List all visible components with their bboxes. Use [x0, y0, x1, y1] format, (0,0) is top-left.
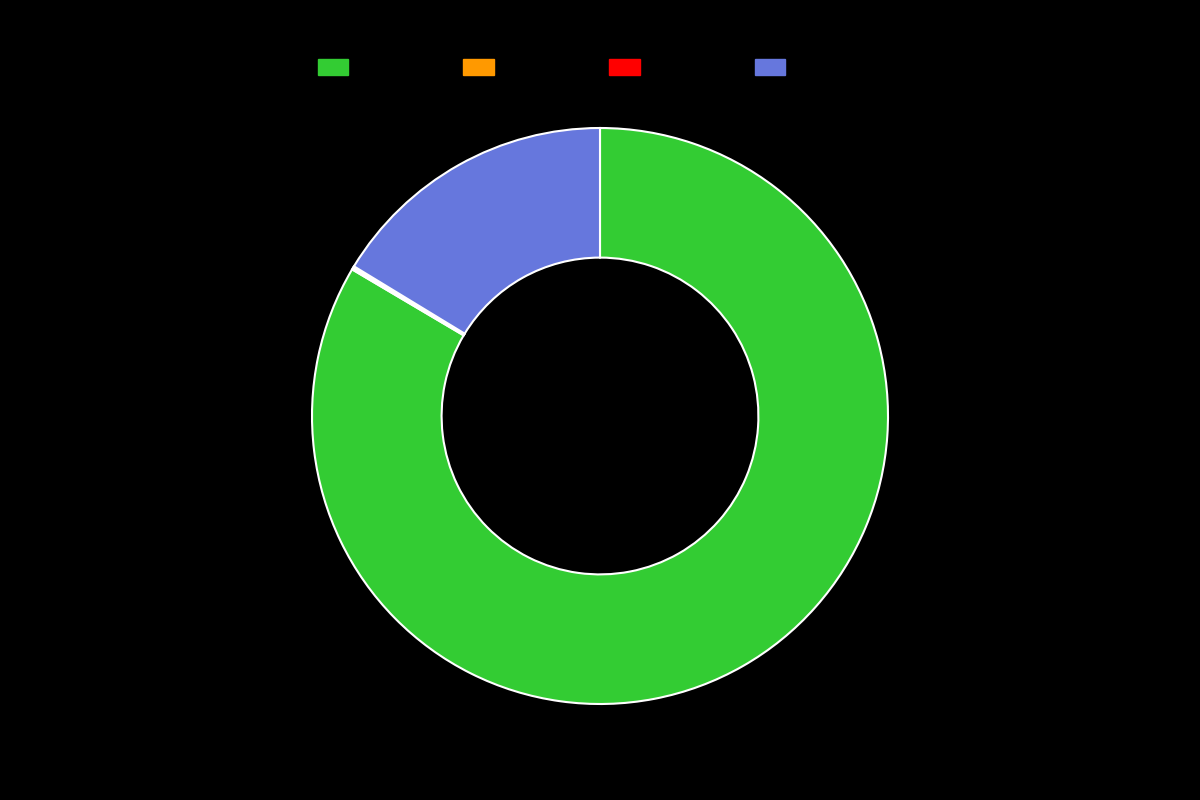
Legend: Category 1, Category 2, Category 3, Category 4: Category 1, Category 2, Category 3, Cate… — [314, 57, 886, 78]
Wedge shape — [353, 266, 464, 334]
Wedge shape — [352, 268, 464, 335]
Wedge shape — [354, 128, 600, 334]
Wedge shape — [312, 128, 888, 704]
